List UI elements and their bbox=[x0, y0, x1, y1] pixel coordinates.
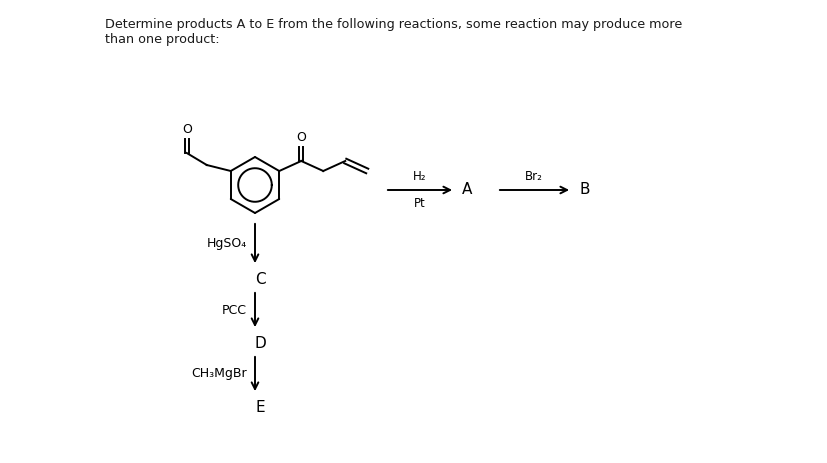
Text: B: B bbox=[579, 182, 590, 198]
Text: O: O bbox=[296, 131, 306, 144]
Text: CH₃MgBr: CH₃MgBr bbox=[191, 368, 246, 381]
Text: D: D bbox=[254, 337, 265, 351]
Text: E: E bbox=[255, 400, 265, 415]
Text: O: O bbox=[182, 123, 192, 136]
Text: Br₂: Br₂ bbox=[524, 170, 543, 183]
Text: PCC: PCC bbox=[222, 304, 246, 317]
Text: HgSO₄: HgSO₄ bbox=[207, 237, 246, 250]
Text: H₂: H₂ bbox=[413, 170, 426, 183]
Text: Pt: Pt bbox=[414, 197, 425, 210]
Text: A: A bbox=[461, 182, 472, 198]
Text: C: C bbox=[255, 273, 265, 288]
Text: Determine products A to E from the following reactions, some reaction may produc: Determine products A to E from the follo… bbox=[105, 18, 681, 31]
Text: than one product:: than one product: bbox=[105, 33, 219, 46]
